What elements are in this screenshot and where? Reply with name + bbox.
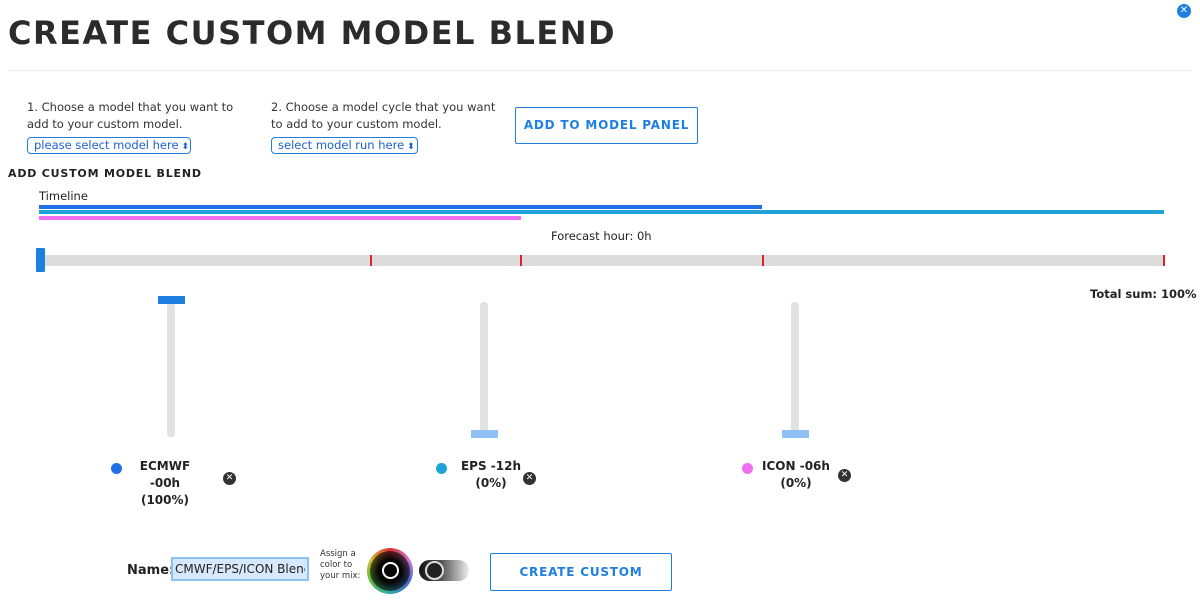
header-divider (8, 70, 1192, 71)
icon-percent: (0%) (780, 476, 812, 490)
assign-color-text-line: your mix: (320, 571, 361, 581)
eps-percent: (0%) (475, 476, 507, 490)
timeline-label: Timeline (39, 189, 88, 203)
forecast-tick (762, 255, 764, 266)
model-select[interactable]: please select model here ⬍ (27, 137, 191, 154)
forecast-tick (370, 255, 372, 266)
shade-slider-knob[interactable] (425, 561, 444, 580)
model-run-select[interactable]: select model run here ⬍ (271, 137, 418, 154)
step1-instructions: 1. Choose a model that you want to add t… (27, 100, 234, 131)
assign-color-text-line: color to (320, 560, 353, 570)
icon-label: ICON -06h (0%) (756, 458, 836, 492)
forecast-tick (1163, 255, 1165, 266)
model-select-value: please select model here (34, 138, 179, 152)
eps-label: EPS -12h (0%) (451, 458, 531, 492)
ecmwf-label: ECMWF -00h (100%) (125, 458, 205, 509)
close-icon[interactable]: ✕ (1177, 4, 1191, 18)
ecmwf-name: ECMWF -00h (139, 459, 191, 490)
total-sum: Total sum: 100% (1090, 287, 1197, 301)
forecast-tick (520, 255, 522, 266)
icon-name: ICON -06h (762, 459, 830, 473)
ecmwf-weight-slider-track[interactable] (167, 302, 175, 437)
create-custom-button[interactable]: CREATE CUSTOM (490, 553, 672, 591)
timeline-bar-icon (39, 216, 521, 220)
remove-ecmwf-icon[interactable]: ✕ (223, 472, 236, 485)
timeline-bar-eps (39, 210, 1164, 214)
forecast-slider-track[interactable] (39, 255, 1165, 266)
assign-color-text-line: Assign a (320, 549, 356, 559)
eps-name: EPS -12h (460, 459, 522, 473)
ecmwf-color-dot (111, 463, 122, 474)
blend-name-input[interactable] (171, 557, 309, 581)
forecast-hour-label: Forecast hour: 0h (551, 229, 652, 243)
select-arrows-icon: ⬍ (181, 142, 190, 152)
icon-weight-slider-track[interactable] (791, 302, 799, 437)
eps-color-dot (436, 463, 447, 474)
step2-instructions: 2. Choose a model cycle that you want to… (271, 100, 496, 131)
forecast-slider-handle[interactable] (36, 248, 45, 272)
section-heading: ADD CUSTOM MODEL BLEND (8, 167, 202, 180)
model-run-select-value: select model run here (278, 138, 405, 152)
remove-icon-icon[interactable]: ✕ (838, 469, 851, 482)
ecmwf-weight-slider-handle[interactable] (158, 296, 185, 304)
icon-weight-slider-handle[interactable] (782, 430, 809, 438)
page-title: CREATE CUSTOM MODEL BLEND (8, 14, 617, 52)
name-label: Name: (127, 563, 175, 578)
eps-weight-slider-handle[interactable] (471, 430, 498, 438)
ecmwf-percent: (100%) (140, 493, 190, 507)
eps-weight-slider-track[interactable] (480, 302, 488, 437)
select-arrows-icon: ⬍ (407, 142, 415, 152)
add-to-model-panel-button[interactable]: ADD TO MODEL PANEL (515, 107, 698, 144)
icon-color-dot (742, 463, 753, 474)
remove-eps-icon[interactable]: ✕ (523, 472, 536, 485)
timeline-bar-ecmwf (39, 205, 762, 209)
assign-color-text: Assign a color to your mix: (320, 549, 360, 582)
color-wheel-selector[interactable] (382, 562, 399, 579)
